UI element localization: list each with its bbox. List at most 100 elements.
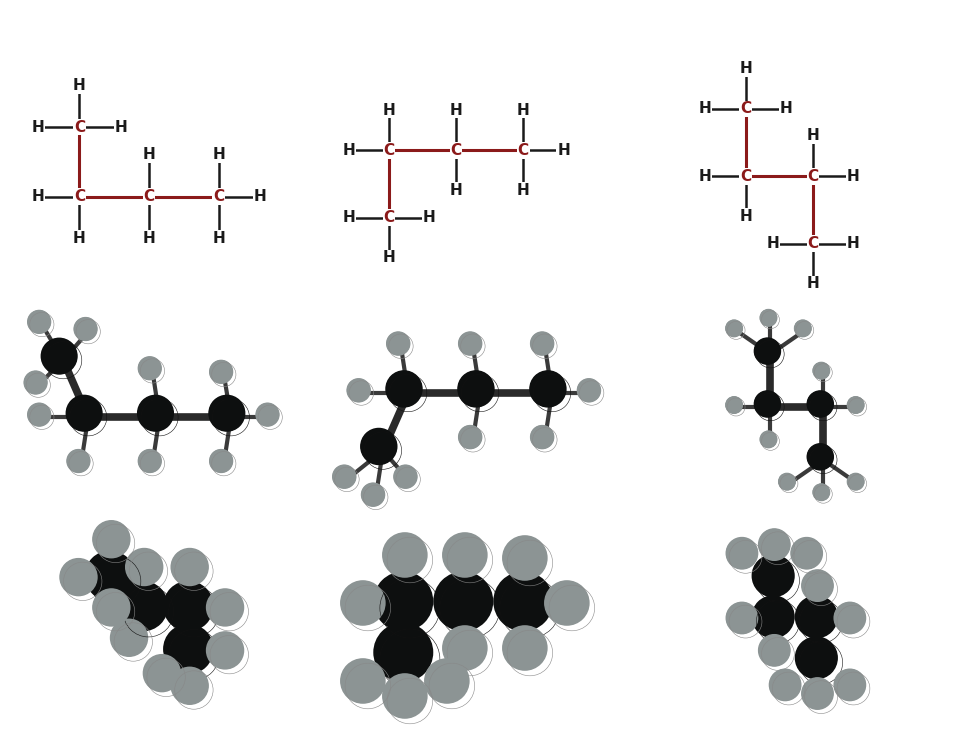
Circle shape — [731, 543, 753, 564]
Circle shape — [391, 336, 406, 351]
Circle shape — [766, 643, 782, 658]
Circle shape — [375, 625, 431, 680]
Circle shape — [69, 568, 88, 587]
Circle shape — [96, 524, 127, 554]
Circle shape — [584, 386, 594, 395]
Circle shape — [841, 676, 859, 693]
Circle shape — [225, 412, 228, 414]
Circle shape — [546, 582, 587, 624]
Circle shape — [774, 544, 775, 545]
Circle shape — [397, 596, 410, 608]
Circle shape — [362, 679, 365, 682]
Circle shape — [222, 409, 231, 417]
Circle shape — [851, 477, 860, 486]
Circle shape — [813, 484, 830, 500]
Circle shape — [732, 403, 735, 406]
Circle shape — [518, 551, 531, 565]
Circle shape — [515, 638, 534, 658]
Circle shape — [382, 673, 428, 719]
Circle shape — [211, 593, 240, 622]
Circle shape — [139, 603, 146, 610]
Circle shape — [26, 373, 45, 391]
Circle shape — [126, 635, 133, 641]
Circle shape — [143, 362, 156, 374]
Circle shape — [735, 546, 749, 560]
Circle shape — [79, 323, 92, 335]
Circle shape — [385, 634, 421, 670]
Circle shape — [344, 585, 381, 621]
Circle shape — [852, 478, 860, 485]
Circle shape — [101, 597, 122, 618]
Circle shape — [404, 475, 407, 478]
Circle shape — [763, 347, 771, 355]
Circle shape — [842, 611, 857, 625]
Circle shape — [218, 601, 231, 614]
Circle shape — [392, 591, 414, 613]
Circle shape — [138, 357, 162, 380]
Circle shape — [103, 531, 120, 548]
Circle shape — [354, 672, 372, 690]
Circle shape — [141, 565, 147, 570]
Circle shape — [561, 597, 573, 609]
Circle shape — [213, 399, 241, 428]
Circle shape — [817, 454, 823, 460]
Circle shape — [129, 551, 160, 582]
Circle shape — [207, 632, 244, 669]
Circle shape — [727, 604, 757, 632]
Circle shape — [766, 350, 768, 352]
Circle shape — [536, 377, 560, 401]
Circle shape — [807, 649, 825, 667]
Circle shape — [523, 556, 527, 560]
Circle shape — [837, 671, 864, 699]
Circle shape — [73, 571, 84, 583]
Circle shape — [513, 591, 533, 611]
Circle shape — [184, 602, 192, 610]
Circle shape — [761, 397, 774, 411]
Circle shape — [805, 681, 830, 706]
Circle shape — [820, 491, 823, 494]
Circle shape — [765, 315, 771, 320]
Circle shape — [209, 633, 242, 667]
Circle shape — [834, 602, 866, 634]
Circle shape — [151, 662, 173, 684]
Circle shape — [808, 445, 833, 468]
Circle shape — [535, 377, 561, 401]
Circle shape — [775, 675, 796, 696]
Circle shape — [360, 600, 366, 606]
Circle shape — [758, 560, 789, 592]
Circle shape — [496, 574, 550, 628]
Circle shape — [837, 605, 864, 632]
Circle shape — [144, 363, 155, 374]
Circle shape — [38, 413, 41, 417]
Circle shape — [353, 593, 372, 613]
Circle shape — [24, 371, 47, 394]
Circle shape — [813, 613, 820, 620]
Circle shape — [85, 551, 136, 601]
Circle shape — [388, 679, 421, 713]
Circle shape — [853, 480, 858, 484]
Circle shape — [396, 645, 410, 659]
Circle shape — [444, 534, 487, 576]
Circle shape — [211, 361, 232, 383]
Circle shape — [189, 685, 190, 687]
Circle shape — [802, 679, 833, 709]
Circle shape — [186, 682, 193, 689]
Circle shape — [741, 553, 743, 554]
Circle shape — [726, 397, 742, 413]
Circle shape — [339, 472, 349, 482]
Circle shape — [761, 345, 773, 357]
Circle shape — [773, 673, 797, 696]
Circle shape — [110, 606, 113, 609]
Circle shape — [379, 628, 427, 676]
Circle shape — [74, 573, 83, 582]
Circle shape — [218, 369, 224, 374]
Circle shape — [764, 313, 773, 323]
Circle shape — [404, 474, 408, 479]
Circle shape — [73, 456, 83, 466]
Circle shape — [32, 314, 47, 329]
Circle shape — [157, 668, 167, 679]
Circle shape — [539, 340, 545, 347]
Circle shape — [798, 639, 835, 676]
Circle shape — [215, 402, 239, 425]
Circle shape — [817, 693, 818, 694]
